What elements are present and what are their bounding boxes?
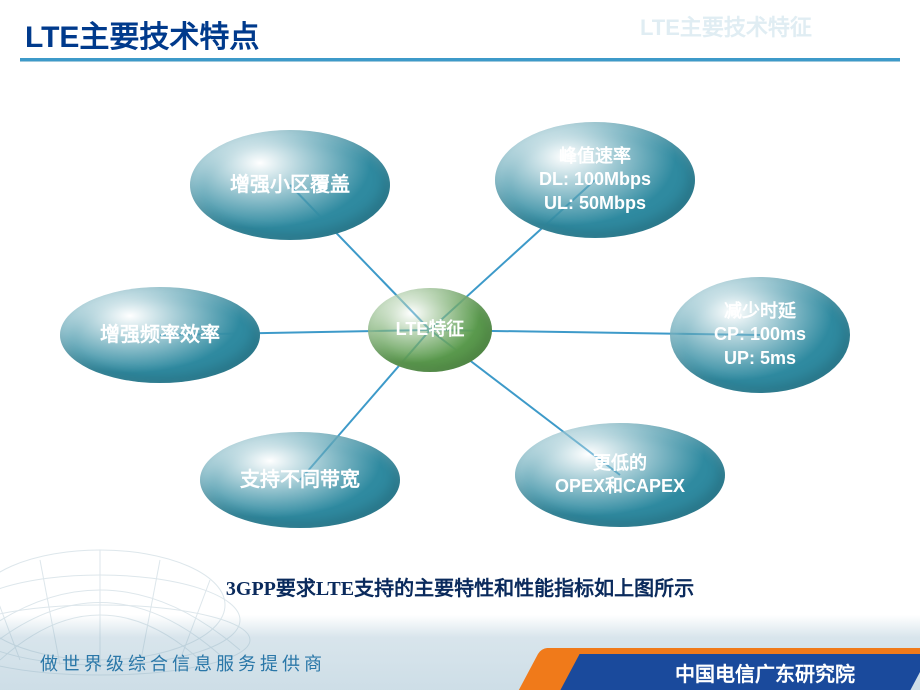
spoke-node: 更低的 OPEX和CAPEX xyxy=(515,423,725,527)
footer-slogan: 做世界级综合信息服务提供商 xyxy=(40,650,326,676)
spoke-node: 增强频率效率 xyxy=(60,287,260,383)
spoke-node: 减少时延 CP: 100ms UP: 5ms xyxy=(670,277,850,393)
footer-org-label: 中国电信广东研究院 xyxy=(620,658,910,687)
spoke-node: 增强小区覆盖 xyxy=(190,130,390,240)
spoke-node: 支持不同带宽 xyxy=(200,432,400,528)
center-node: LTE特征 xyxy=(368,288,492,372)
spoke-node: 峰值速率 DL: 100Mbps UL: 50Mbps xyxy=(495,122,695,238)
footer-org-badge: 中国电信广东研究院 xyxy=(560,648,920,690)
slide: LTE主要技术特点 LTE主要技术特征 增强小区覆盖峰值速率 DL: 100Mb… xyxy=(0,0,920,690)
